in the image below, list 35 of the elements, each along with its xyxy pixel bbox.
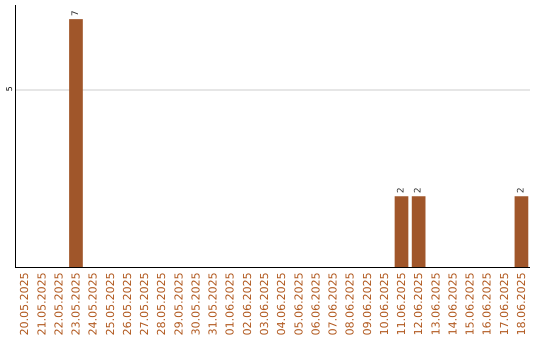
- x-tick-label: 11.06.2025: [395, 272, 408, 336]
- x-tick-label: 07.06.2025: [326, 272, 340, 336]
- x-tick-label: 18.06.2025: [515, 272, 528, 336]
- x-tick-label: 27.05.2025: [138, 272, 152, 336]
- x-tick-label: 23.05.2025: [70, 272, 83, 336]
- x-tick-label: 22.05.2025: [52, 272, 66, 336]
- x-tick-label: 30.05.2025: [189, 272, 202, 336]
- x-tick-label: 10.06.2025: [378, 272, 391, 336]
- x-tick-label: 24.05.2025: [86, 272, 100, 336]
- data-label: 2: [396, 187, 406, 194]
- x-tick-label: 13.06.2025: [429, 272, 442, 336]
- x-tick-label: 15.06.2025: [464, 272, 477, 336]
- y-tick-label: 5: [4, 86, 14, 92]
- data-label: 2: [516, 187, 526, 194]
- x-tick-label: 02.06.2025: [240, 272, 254, 336]
- x-tick-label: 25.05.2025: [104, 272, 117, 336]
- x-tick-label: 12.06.2025: [412, 272, 426, 336]
- x-tick-label: 16.06.2025: [480, 272, 494, 336]
- x-tick-label: 03.06.2025: [258, 272, 272, 336]
- x-tick-label: 29.05.2025: [172, 272, 186, 336]
- x-tick-label: 20.05.2025: [18, 272, 32, 336]
- x-tick-label: 05.06.2025: [292, 272, 306, 336]
- x-tick-label: 31.05.2025: [206, 272, 220, 336]
- x-tick-label: 28.05.2025: [155, 272, 168, 336]
- x-tick-label: 09.06.2025: [360, 272, 374, 336]
- x-tick-label: 14.06.2025: [446, 272, 460, 336]
- x-tick-label: 04.06.2025: [275, 272, 288, 336]
- x-tick-label: 26.05.2025: [120, 272, 134, 336]
- x-tick-label: 21.05.2025: [35, 272, 48, 336]
- x-tick-label: 06.06.2025: [309, 272, 322, 336]
- data-label: 7: [70, 10, 81, 16]
- data-label: 2: [414, 187, 424, 194]
- x-tick-label: 01.06.2025: [224, 272, 237, 336]
- x-tick-label: 08.06.2025: [344, 272, 357, 336]
- x-tick-label: 17.06.2025: [498, 272, 511, 336]
